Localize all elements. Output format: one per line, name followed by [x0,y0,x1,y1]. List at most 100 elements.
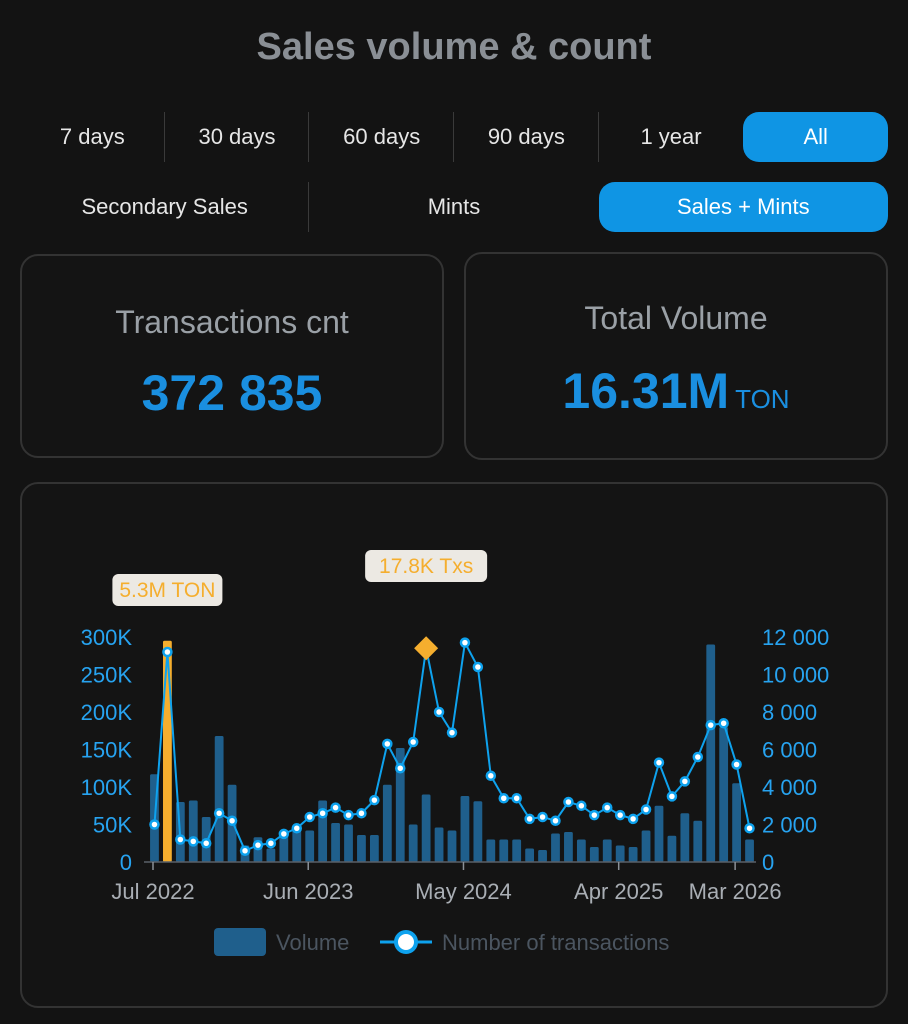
legend-volume-label: Volume [276,930,349,955]
transactions-point [614,809,626,821]
volume-bar [745,839,754,862]
transactions-point [433,706,445,718]
type-secondary-sales-button[interactable]: Secondary Sales [20,182,310,232]
type-sales-mints-button[interactable]: Sales + Mints [598,182,888,232]
volume-bar [551,833,560,862]
volume-bar [499,839,509,862]
transactions-point [524,813,535,825]
transactions-point [149,819,160,830]
transactions-point [718,718,729,729]
transactions-point [601,802,613,813]
transactions-point [304,811,315,823]
volume-unit: TON [735,384,790,414]
bar-tooltip-text: 5.3M TON [119,579,215,602]
volume-value: 16.31M [562,363,730,419]
transactions-value: 372 835 [141,365,323,421]
transactions-point [239,845,251,856]
transactions-point [446,727,458,738]
transactions-point [653,757,665,768]
volume-bar [641,830,651,862]
volume-bar [719,727,729,862]
volume-bar [460,796,470,862]
volume-bar [512,839,522,862]
period-all-button[interactable]: All [743,112,889,162]
transactions-label: Transactions cnt [115,304,349,340]
x-tick-label: Jun 2023 [263,879,354,904]
transactions-point [382,738,393,750]
volume-bar [525,848,535,862]
transactions-point [330,802,341,813]
transactions-point [550,815,561,826]
volume-bar [602,839,612,862]
y-left-tick-label: 150K [81,738,133,763]
page-title: Sales volume & count [256,26,652,68]
volume-bar [486,839,496,862]
transactions-point [511,793,522,804]
transactions-point [731,759,742,770]
volume-bar [564,832,573,862]
period-selector: 7 days 30 days 60 days 90 days 1 year Al… [20,112,889,162]
transactions-point [627,813,639,825]
y-left-tick-label: 200K [81,700,133,725]
transactions-point [226,815,238,826]
transactions-point [356,808,367,819]
y-right-tick-label: 10 000 [762,663,829,688]
legend-volume-swatch [214,928,266,956]
volume-value-line: 16.31M TON [466,362,886,420]
period-60-days-button[interactable]: 60 days [309,112,454,162]
volume-bar [292,826,302,862]
volume-bar-highlighted [163,640,172,862]
y-left-tick-label: 0 [120,850,132,875]
transactions-point [213,808,225,819]
transactions-point [252,839,264,851]
y-right-tick-label: 6 000 [762,738,817,763]
transactions-point [563,796,574,808]
transactions-point [498,793,509,804]
point-tooltip-text: 17.8K Txs [379,555,473,578]
period-7-days-button[interactable]: 7 days [20,112,165,162]
type-selector: Secondary Sales Mints Sales + Mints [20,182,888,232]
legend-transactions-label: Number of transactions [442,930,669,955]
bar-tooltip-box [112,574,223,606]
sales-chart: 0 50K 100K 150K 200K 250K 300K 0 2 000 4 000 6 000… [81,550,829,956]
volume-label: Total Volume [584,300,768,336]
y-right-tick-label: 4 000 [762,775,817,800]
volume-bar [188,800,198,862]
volume-bar [538,850,547,862]
y-left-tick-label: 50K [93,813,132,838]
transactions-point [278,828,290,840]
transactions-point [679,776,691,787]
x-tick-label: Mar 2026 [689,879,782,904]
transactions-point [472,661,484,673]
transactions-point [291,823,303,834]
period-90-days-button[interactable]: 90 days [454,112,599,162]
x-tick-label: Apr 2025 [574,879,663,904]
volume-bar [693,820,703,862]
period-1-year-button[interactable]: 1 year [640,124,702,149]
y-left-tick-label: 300K [81,625,133,650]
volume-bar [434,827,444,862]
volume-bar [331,823,340,862]
volume-bar [654,805,664,862]
volume-bar [667,835,677,862]
transactions-point [369,794,380,806]
volume-bar [369,835,379,862]
period-30-days-button[interactable]: 30 days [165,112,310,162]
transactions-point [744,823,755,834]
chart-card: 0 50K 100K 150K 200K 250K 300K 0 2 000 4 000 6 000… [20,482,888,1008]
type-mints-button[interactable]: Mints [427,194,481,219]
point-tooltip-box [365,550,488,582]
transactions-point [485,770,497,781]
y-right-tick-label: 0 [762,850,774,875]
transactions-point [265,838,277,849]
transactions-point [317,808,328,819]
transactions-point [175,834,186,845]
volume-bar [408,824,418,862]
y-right-tick-label: 8 000 [762,700,817,725]
x-tick-label: May 2024 [415,879,512,904]
transactions-point [162,646,173,658]
volume-bar [706,644,716,862]
volume-bar [266,848,276,862]
transactions-point [666,791,678,802]
volume-bar [382,784,392,862]
